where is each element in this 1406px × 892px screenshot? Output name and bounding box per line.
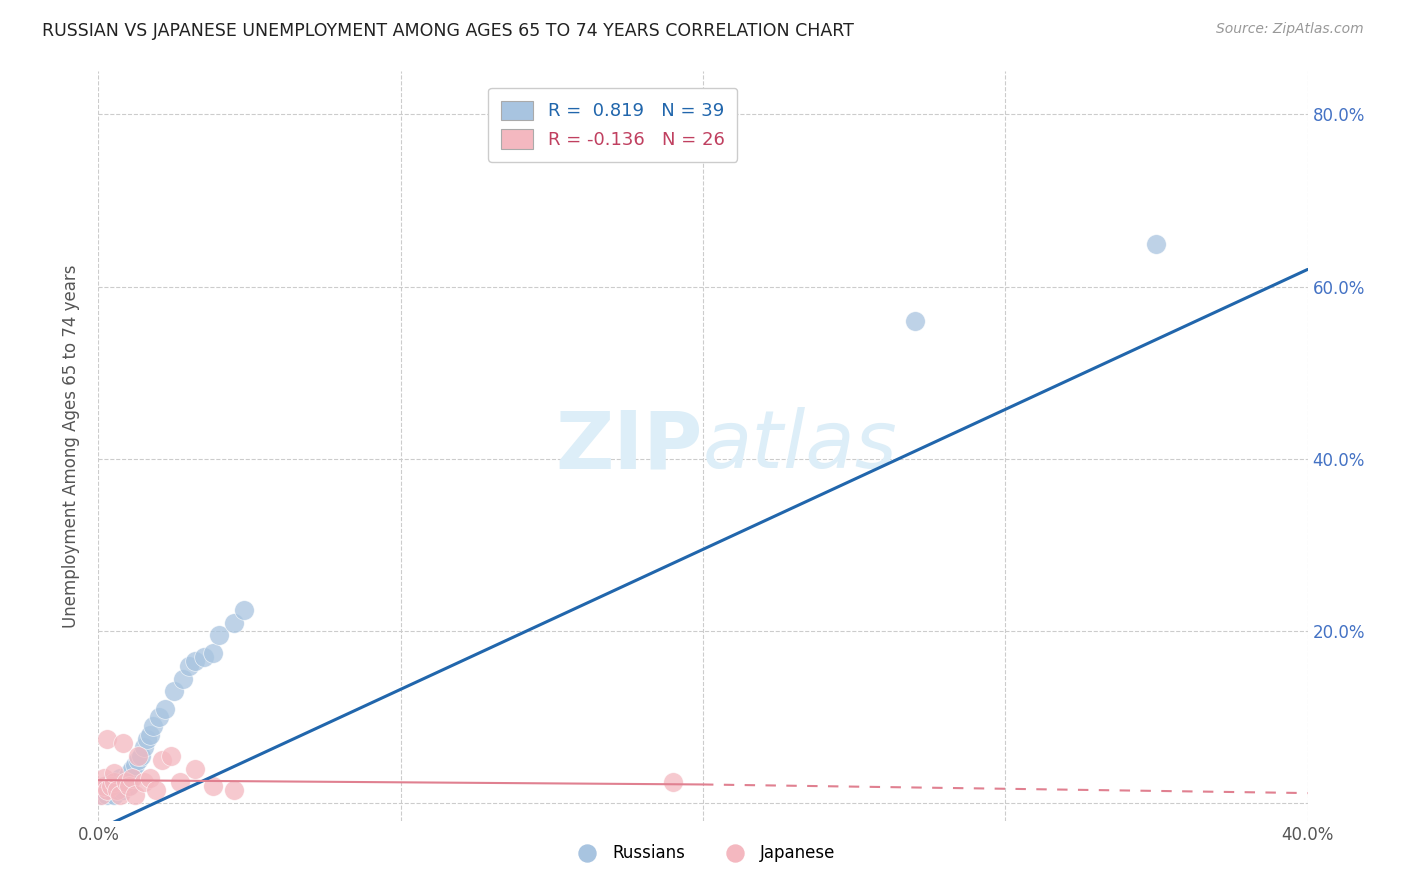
Point: [202, 779, 225, 793]
Point: [150, 753, 173, 767]
Text: Source: ZipAtlas.com: Source: ZipAtlas.com: [1216, 22, 1364, 37]
Point: [139, 727, 162, 741]
Point: [224, 615, 246, 630]
Point: [208, 628, 231, 642]
Point: [121, 762, 143, 776]
Point: [93, 771, 115, 785]
Point: [111, 736, 134, 750]
Point: [132, 775, 155, 789]
Point: [127, 753, 149, 767]
Point: [100, 779, 122, 793]
Point: [90, 788, 112, 802]
Point: [1144, 236, 1167, 251]
Point: [224, 783, 246, 797]
Point: [179, 658, 201, 673]
Point: [114, 775, 136, 789]
Point: [904, 314, 927, 328]
Point: [103, 775, 125, 789]
Point: [93, 779, 115, 793]
Point: [108, 779, 131, 793]
Point: [108, 788, 131, 802]
Point: [93, 783, 115, 797]
Text: atlas: atlas: [703, 407, 898, 485]
Point: [121, 771, 143, 785]
Point: [160, 749, 183, 764]
Point: [193, 650, 215, 665]
Point: [96, 788, 118, 802]
Point: [124, 757, 146, 772]
Point: [105, 783, 128, 797]
Point: [103, 788, 125, 802]
Text: RUSSIAN VS JAPANESE UNEMPLOYMENT AMONG AGES 65 TO 74 YEARS CORRELATION CHART: RUSSIAN VS JAPANESE UNEMPLOYMENT AMONG A…: [42, 22, 853, 40]
Point: [172, 672, 194, 686]
Point: [132, 740, 155, 755]
Point: [184, 762, 207, 776]
Point: [169, 775, 191, 789]
Point: [108, 771, 131, 785]
Point: [184, 654, 207, 668]
Point: [139, 771, 162, 785]
Point: [111, 775, 134, 789]
Text: ZIP: ZIP: [555, 407, 703, 485]
Point: [202, 646, 225, 660]
Point: [90, 788, 112, 802]
Point: [127, 749, 149, 764]
Point: [153, 701, 176, 715]
Point: [118, 779, 141, 793]
Point: [129, 749, 152, 764]
Point: [100, 783, 122, 797]
Point: [232, 602, 254, 616]
Point: [114, 771, 136, 785]
Point: [96, 783, 118, 797]
Point: [105, 775, 128, 789]
Point: [105, 783, 128, 797]
Point: [145, 783, 167, 797]
Point: [103, 779, 125, 793]
Point: [163, 684, 186, 698]
Point: [103, 766, 125, 780]
Legend: Russians, Japanese: Russians, Japanese: [564, 838, 842, 869]
Point: [142, 719, 165, 733]
Point: [118, 766, 141, 780]
Y-axis label: Unemployment Among Ages 65 to 74 years: Unemployment Among Ages 65 to 74 years: [62, 264, 80, 628]
Point: [124, 788, 146, 802]
Point: [111, 783, 134, 797]
Point: [118, 779, 141, 793]
Point: [135, 731, 157, 746]
Point: [148, 710, 170, 724]
Point: [100, 775, 122, 789]
Point: [96, 731, 118, 746]
Point: [96, 779, 118, 793]
Point: [661, 775, 683, 789]
Point: [93, 779, 115, 793]
